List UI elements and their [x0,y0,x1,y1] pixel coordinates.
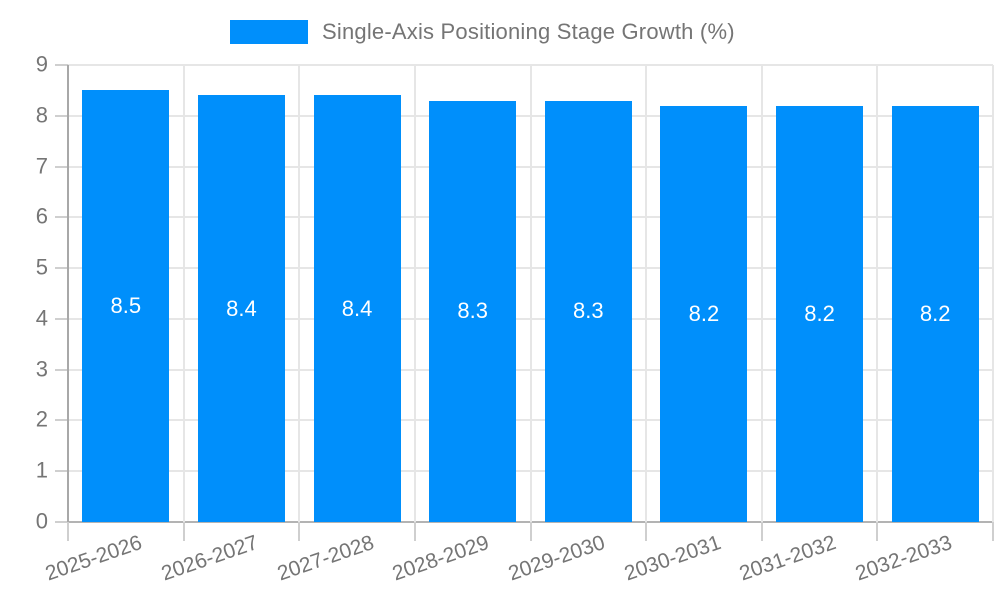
y-axis-tick-label: 4 [35,305,48,331]
gridline-vertical [182,65,185,522]
y-axis-tick-label: 2 [35,406,48,432]
bar-value-label: 8.3 [573,298,604,324]
y-axis-tick [55,64,68,66]
bar-2030-2031[interactable] [660,105,748,522]
x-axis-tick-label: 2027-2028 [274,531,377,586]
y-axis-tick-label: 7 [35,153,48,179]
x-axis-tick [876,522,879,541]
y-axis-tick-label: 8 [35,102,48,128]
gridline-vertical [876,65,879,522]
gridline-vertical [992,65,994,522]
legend-swatch [230,20,308,44]
bar-2026-2027[interactable] [197,95,285,522]
gridline-vertical [529,65,532,522]
bar-value-label: 8.5 [110,293,142,319]
y-axis-tick-label: 9 [35,51,48,77]
bar-2028-2029[interactable] [429,100,517,522]
bar-value-label: 8.2 [688,300,720,326]
y-axis-tick [55,368,68,371]
x-axis-tick [760,522,763,541]
x-axis-tick [645,522,648,541]
y-axis-tick [55,521,68,523]
x-axis-tick-label: 2028-2029 [389,531,493,586]
x-axis-tick [298,522,301,541]
x-axis-tick [529,522,532,541]
bar-2032-2033[interactable] [891,105,979,522]
y-axis-tick [55,165,68,168]
bar-value-label: 8.4 [226,295,257,321]
y-axis-tick-label: 5 [35,254,48,280]
bar-value-label: 8.2 [919,300,951,326]
bar-2029-2030[interactable] [544,100,632,522]
x-axis-tick [413,522,416,541]
y-axis-tick [55,419,68,422]
x-axis-tick [992,522,994,541]
bar-2031-2032[interactable] [776,105,864,522]
y-axis-tick [55,114,68,117]
y-axis-tick-label: 6 [35,203,48,229]
x-axis-tick-label: 2026-2027 [158,531,261,586]
x-axis-tick [67,522,69,541]
x-axis-tick [182,522,185,541]
y-axis-tick [55,216,68,219]
chart-legend[interactable]: Single-Axis Positioning Stage Growth (%) [230,19,735,45]
y-axis-tick-label: 3 [35,356,48,382]
y-axis-tick-label: 1 [35,457,48,483]
y-axis-tick [55,470,68,473]
gridline-vertical [413,65,416,522]
y-axis-line [67,65,69,522]
y-axis-tick [55,267,68,270]
x-axis-tick-label: 2025-2026 [42,531,146,586]
bar-2025-2026[interactable] [82,90,170,522]
bar-value-label: 8.3 [457,298,488,324]
y-axis-tick-label: 0 [35,508,48,534]
bar-value-label: 8.4 [341,295,373,321]
x-axis-tick-label: 2032-2033 [852,531,955,586]
x-axis-tick-label: 2029-2030 [505,531,608,586]
x-axis-tick-label: 2030-2031 [620,531,724,586]
bar-2027-2028[interactable] [313,95,401,522]
x-axis-tick-label: 2031-2032 [736,531,840,586]
bar-value-label: 8.2 [804,300,835,326]
gridline-vertical [298,65,301,522]
gridline-vertical [760,65,763,522]
legend-label: Single-Axis Positioning Stage Growth (%) [322,19,735,44]
gridline-vertical [645,65,648,522]
y-axis-tick [55,317,68,320]
